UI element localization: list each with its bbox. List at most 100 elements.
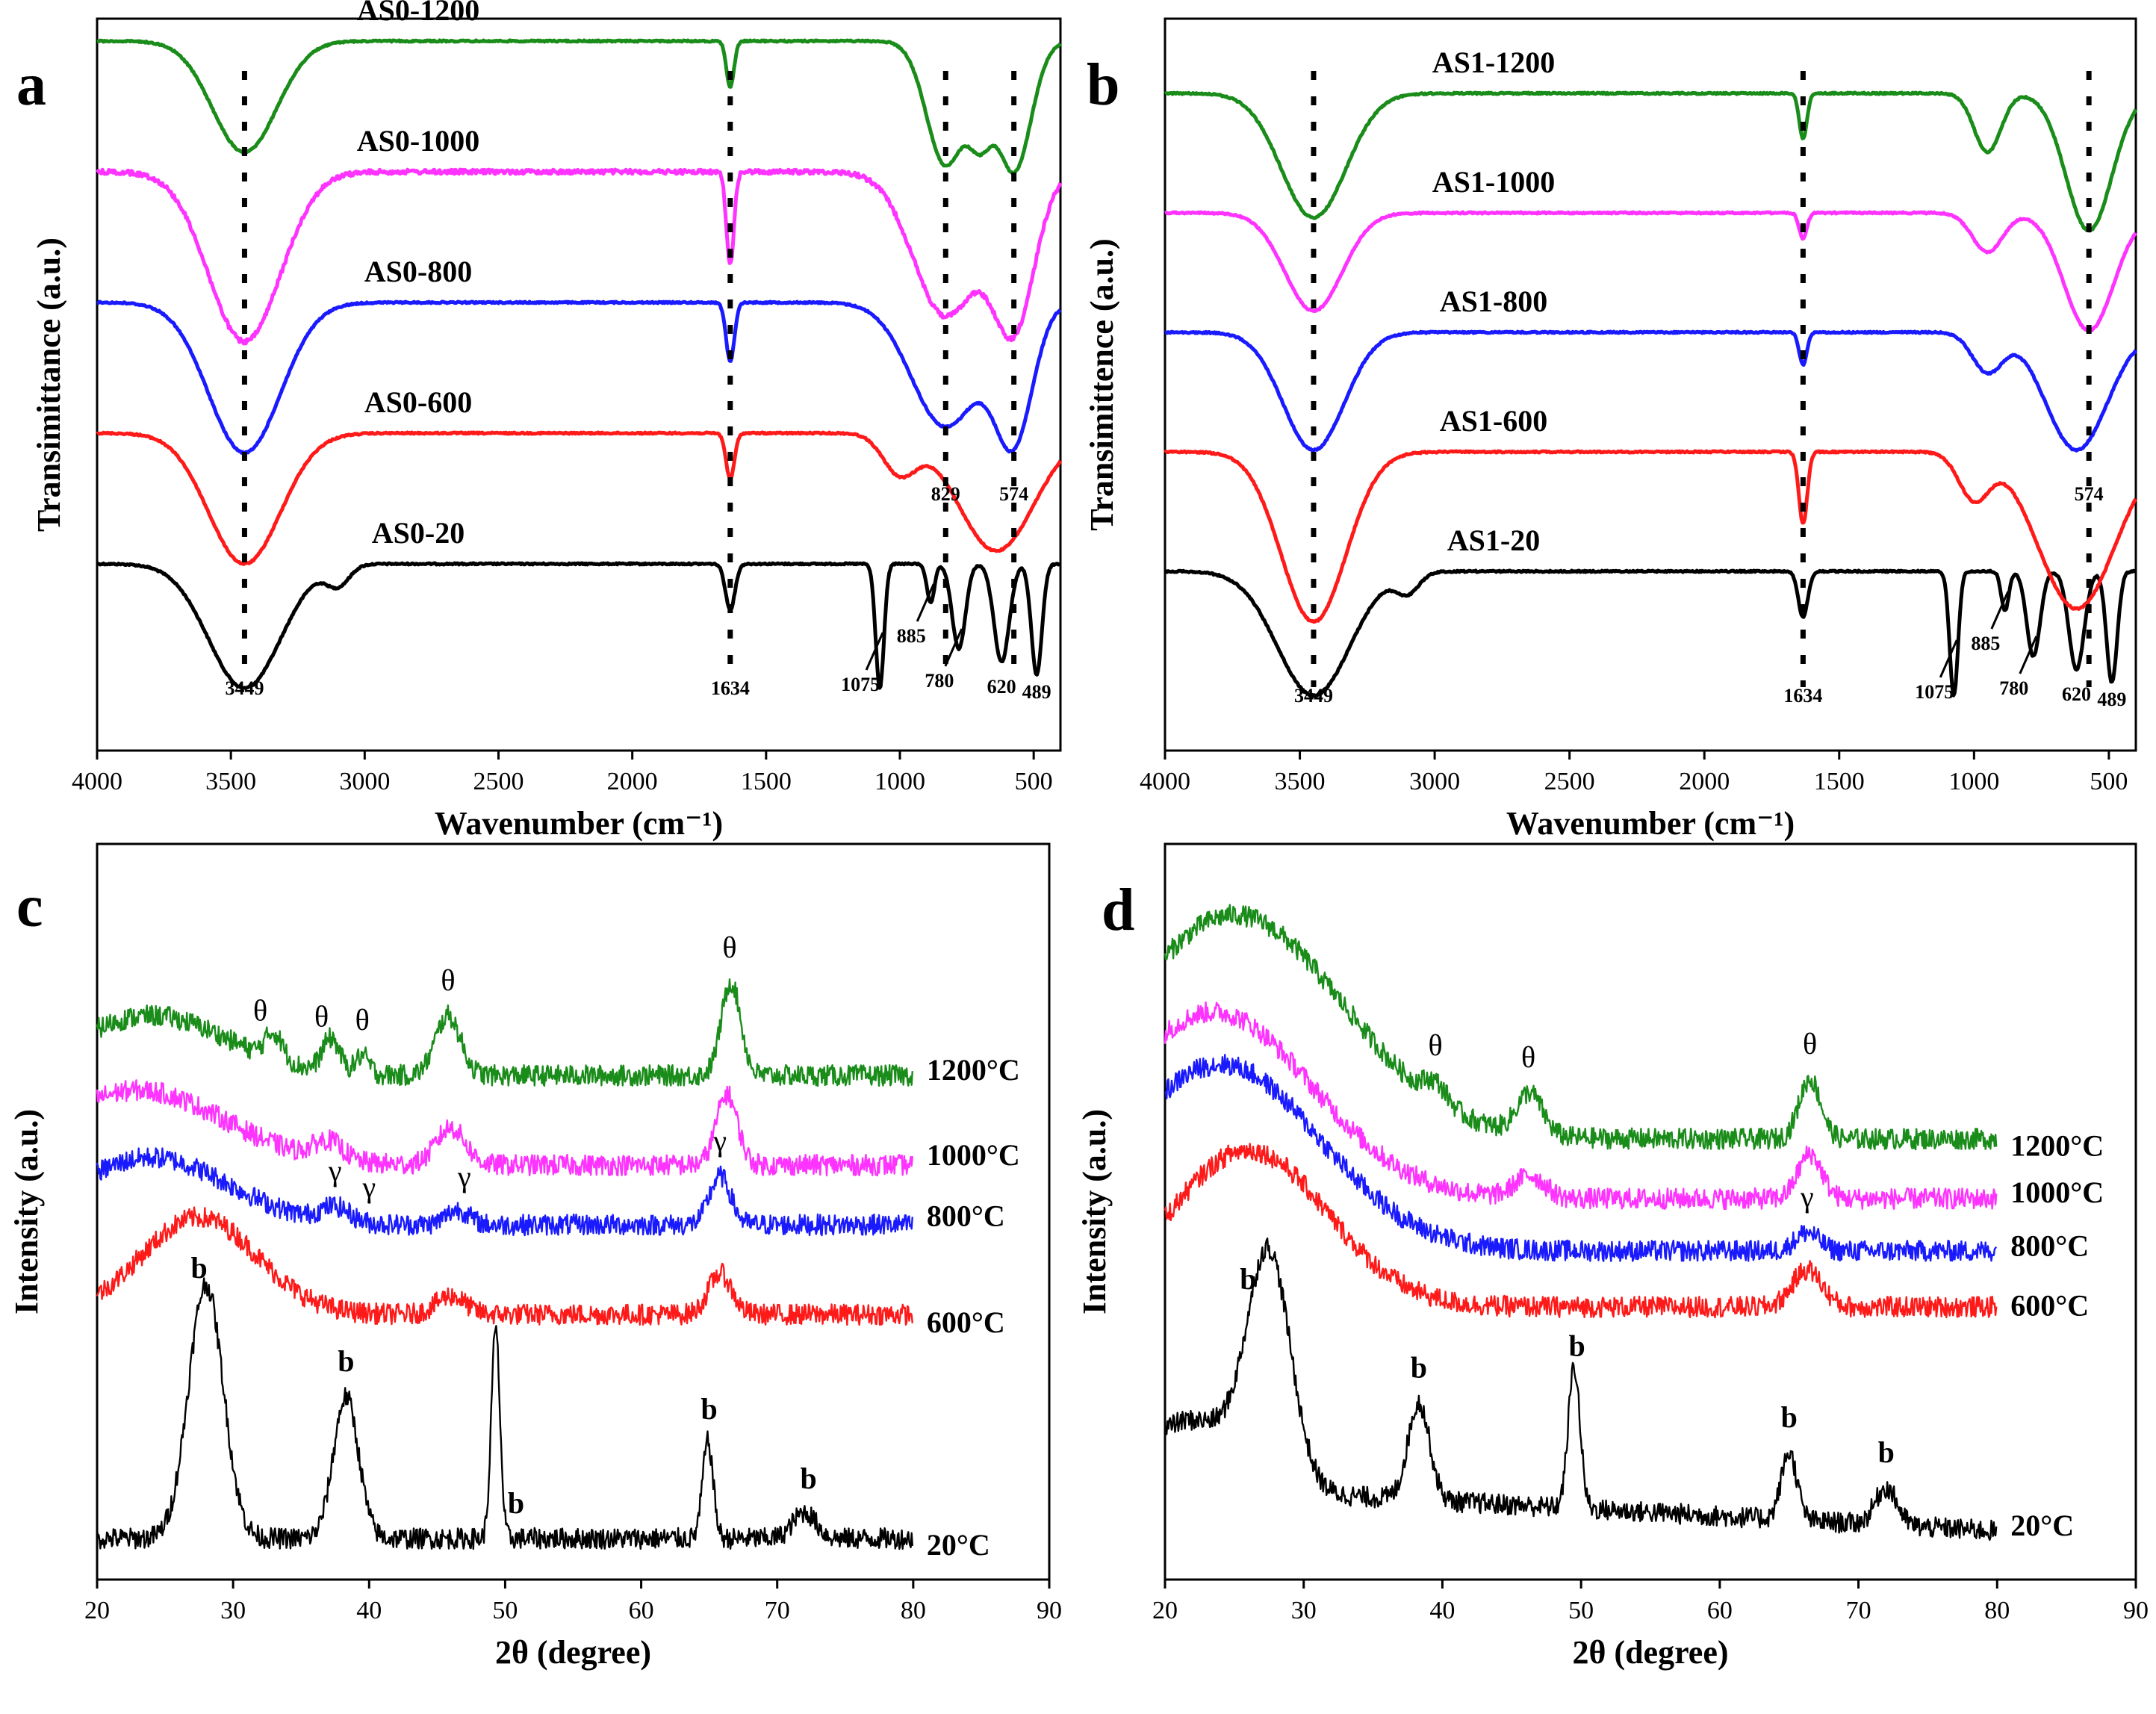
series-label: AS1-1000 — [1432, 165, 1555, 199]
peak-annotation: 574 — [2075, 483, 2104, 505]
peak-annotation: 1075 — [841, 674, 880, 695]
y-axis-title: Transimittance (a.u.) — [31, 237, 67, 532]
series-line-AS1-600 — [1164, 449, 2137, 624]
series-line-1000°C — [96, 1079, 913, 1177]
peak-label: b — [338, 1344, 354, 1378]
panel-c: c 20 30 40 50 60 70 80 90 2θ (degree) Intensity (a… — [8, 842, 1062, 1671]
peak-label: γ — [457, 1160, 471, 1193]
series-label: AS0-600 — [364, 385, 472, 419]
peak-label: θ — [722, 931, 736, 964]
x-tick-label: 80 — [1984, 1597, 2010, 1624]
series-line-AS1-1000 — [1164, 210, 2137, 332]
series-line-AS1-1200 — [1164, 90, 2138, 233]
x-tick-label: 50 — [1568, 1597, 1594, 1624]
x-tick-label: 70 — [1846, 1597, 1871, 1624]
series-label: 1200°C — [927, 1053, 1020, 1087]
peak-annotation: 829 — [931, 483, 960, 505]
peak-label: γ — [1800, 1180, 1814, 1214]
x-tick-label: 1000 — [1948, 768, 1999, 795]
peak-annotation: 1634 — [1783, 685, 1822, 707]
x-tick-label: 70 — [765, 1597, 790, 1624]
peak-annotation: 489 — [1022, 681, 1051, 703]
peak-annotation: 780 — [925, 670, 954, 692]
x-tick-label: 2500 — [473, 768, 524, 795]
x-tick-label: 60 — [1707, 1597, 1733, 1624]
x-tick-label: 50 — [492, 1597, 518, 1624]
panel-letter: b — [1087, 52, 1120, 118]
x-tick-label: 20 — [84, 1597, 110, 1624]
annotation-arrow — [1990, 591, 2010, 630]
peak-label: b — [1568, 1329, 1585, 1363]
x-tick-label: 60 — [629, 1597, 654, 1624]
peak-label: b — [701, 1392, 718, 1426]
x-tick-label: 20 — [1152, 1597, 1178, 1624]
series-line-1200°C — [1164, 904, 1998, 1151]
peak-label: b — [1240, 1262, 1256, 1296]
x-tick-label: 40 — [356, 1597, 382, 1624]
peak-label: b — [190, 1251, 207, 1285]
series-line-AS1-800 — [1164, 329, 2138, 453]
series-label: 600°C — [927, 1305, 1005, 1339]
plot-frame — [1164, 842, 2137, 1581]
peak-annotation: 3449 — [225, 677, 264, 699]
panel-letter: d — [1102, 878, 1135, 943]
annotation-arrow — [916, 583, 935, 622]
peak-annotation: 3449 — [1294, 685, 1333, 707]
series-label: 600°C — [2010, 1288, 2089, 1322]
y-axis-title: Transimittence (a.u.) — [1084, 238, 1120, 530]
series-line-AS1-20 — [1164, 568, 2137, 698]
peak-label: b — [1411, 1350, 1427, 1384]
series-label: AS0-1000 — [357, 124, 479, 158]
series-line-600°C — [96, 1206, 913, 1326]
peak-annotation: 885 — [1971, 633, 2000, 654]
series-line-800°C — [1164, 1054, 1998, 1262]
plot-frame — [96, 17, 1062, 752]
y-axis-title: Intensity (a.u.) — [8, 1109, 45, 1314]
series-line-1200°C — [96, 978, 913, 1087]
annotation-arrow — [865, 632, 884, 671]
peak-label: b — [508, 1486, 524, 1520]
series-line-AS0-1200 — [96, 38, 1062, 176]
peak-annotation: 620 — [2062, 683, 2091, 705]
x-tick-label: 3500 — [205, 768, 256, 795]
peak-label: θ — [1429, 1028, 1443, 1062]
series-label: AS0-20 — [372, 516, 465, 550]
plot-frame — [96, 842, 1051, 1581]
peak-label: θ — [253, 993, 267, 1027]
x-tick-label: 2000 — [1679, 768, 1730, 795]
peak-annotation: 574 — [999, 483, 1028, 505]
x-tick-label: 4000 — [1140, 768, 1190, 795]
peak-label: γ — [712, 1124, 727, 1158]
series-label: AS0-800 — [364, 255, 472, 288]
series-line-20°C — [96, 1277, 913, 1550]
peak-label: γ — [361, 1170, 376, 1204]
series-label: AS1-600 — [1440, 404, 1547, 438]
annotation-arrow — [1939, 639, 1958, 678]
x-axis-title: 2θ (degree) — [495, 1634, 651, 1671]
panel-d: d 20 30 40 50 60 70 80 90 2θ (degree) Intensity (a… — [1076, 842, 2149, 1671]
panel-letter: a — [16, 52, 46, 118]
series-label: AS1-800 — [1440, 285, 1547, 318]
x-axis-title: 2θ (degree) — [1572, 1634, 1728, 1671]
x-tick-label: 80 — [901, 1597, 926, 1624]
series-line-AS0-800 — [96, 299, 1062, 456]
peak-label: θ — [1521, 1040, 1535, 1074]
panel-letter: c — [16, 874, 43, 940]
series-label: AS1-20 — [1447, 524, 1540, 557]
x-tick-label: 4000 — [72, 768, 122, 795]
annotation-arrow — [944, 628, 963, 667]
peak-annotation: 885 — [897, 625, 926, 647]
peak-label: b — [800, 1462, 816, 1495]
x-tick-label: 30 — [1291, 1597, 1317, 1624]
series-label: 20°C — [2010, 1509, 2074, 1542]
series-label: AS1-1200 — [1432, 46, 1555, 79]
series-label: 1000°C — [927, 1138, 1020, 1172]
x-tick-label: 1500 — [741, 768, 792, 795]
peak-label: θ — [355, 1003, 370, 1037]
x-tick-label: 500 — [2090, 768, 2128, 795]
series-label: 800°C — [2010, 1229, 2089, 1263]
x-tick-label: 3000 — [1409, 768, 1460, 795]
peak-annotation: 1075 — [1915, 681, 1954, 703]
annotation-arrow — [2019, 636, 2038, 674]
